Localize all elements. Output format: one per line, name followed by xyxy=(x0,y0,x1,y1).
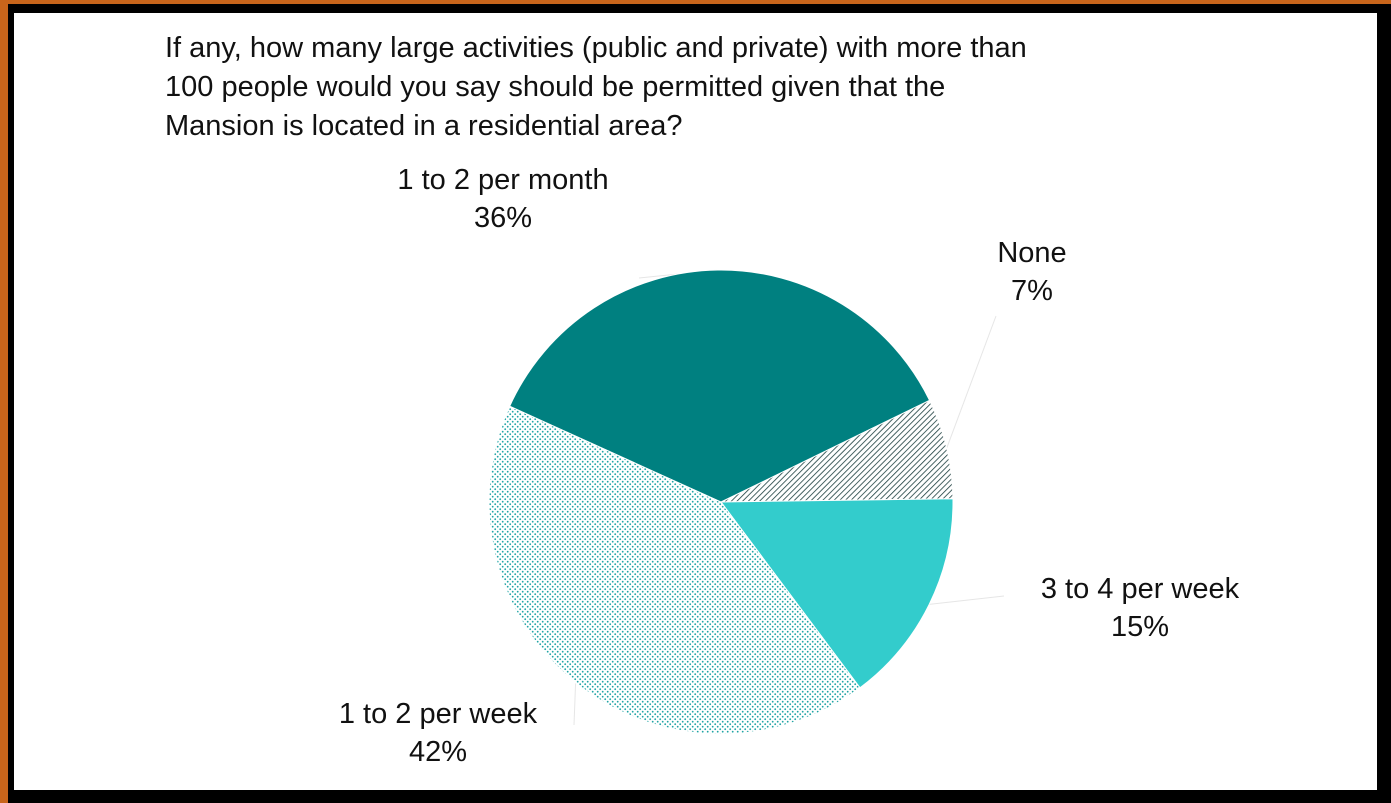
leader-line-2 xyxy=(574,683,576,725)
slice-label-name-3: 1 to 2 per month xyxy=(397,164,608,196)
slice-label-name-2: 1 to 2 per week xyxy=(339,698,538,730)
slice-label-percent-2: 42% xyxy=(409,736,467,768)
slice-label-name-0: None xyxy=(997,237,1066,269)
slice-label-name-1: 3 to 4 per week xyxy=(1041,573,1240,605)
left-accent-bar xyxy=(0,0,8,803)
leader-line-0 xyxy=(947,316,996,448)
pie-slices xyxy=(489,270,953,734)
slice-label-percent-3: 36% xyxy=(474,202,532,234)
slice-label-percent-0: 7% xyxy=(1011,275,1053,307)
chart-panel: If any, how many large activities (publi… xyxy=(14,13,1377,790)
leader-line-1 xyxy=(929,596,1004,604)
top-accent-bar xyxy=(0,0,1391,4)
slice-label-percent-1: 15% xyxy=(1111,611,1169,643)
pie-chart: None 7% 3 to 4 per week 15% 1 to 2 per week 4… xyxy=(14,13,1377,790)
